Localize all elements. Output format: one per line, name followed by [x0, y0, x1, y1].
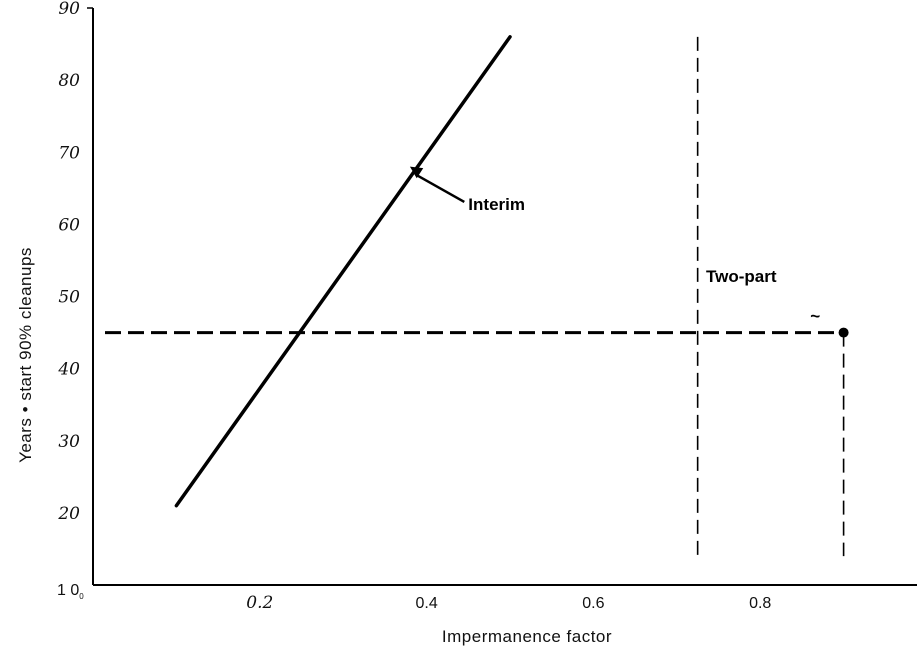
x-tick-label: 0.2 [246, 593, 273, 613]
series-lines [174, 35, 849, 508]
origin-label: 1 00 [57, 582, 84, 601]
x-tick-label: 0.4 [415, 595, 437, 612]
x-tick-label: 0.8 [749, 595, 771, 612]
y-axis-label: Years • start 90% cleanups [16, 247, 35, 463]
y-tick-label: 20 [57, 504, 80, 524]
origin-label-sub: 0 [79, 592, 84, 601]
axes [87, 7, 917, 586]
annotation-arrow-shaft [415, 173, 465, 204]
y-tick-label: 40 [57, 360, 80, 380]
origin-label-main: 1 0 [57, 582, 79, 599]
y-tick-label: 60 [58, 215, 80, 235]
tilde-annotation: ~ [810, 307, 820, 326]
x-axis-label: Impermanence factor [442, 627, 612, 646]
x-tick-label: 0.6 [582, 595, 604, 612]
y-tick-label: 70 [58, 143, 80, 163]
annotation-label: Two-part [706, 267, 777, 286]
series-line-interim [174, 35, 512, 508]
x-tick-labels: 0.2 0.4 0.6 0.8 [246, 593, 771, 613]
annotations: Interim Two-part ~ [409, 166, 820, 326]
y-tick-labels: 20 30 40 50 60 70 80 90 [57, 0, 80, 524]
y-tick-label: 80 [58, 71, 80, 91]
y-tick-label: 50 [58, 288, 80, 308]
reference-lines [105, 36, 845, 557]
y-tick-label: 30 [58, 432, 80, 452]
y-tick-label: 90 [58, 0, 80, 19]
marker-dot [838, 327, 849, 338]
annotation-label: Interim [468, 195, 525, 214]
annotation-arrowhead [409, 166, 424, 179]
